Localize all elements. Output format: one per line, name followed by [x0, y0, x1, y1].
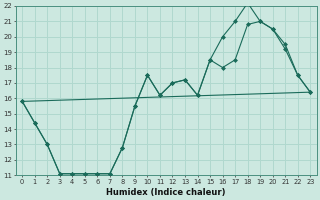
X-axis label: Humidex (Indice chaleur): Humidex (Indice chaleur)	[107, 188, 226, 197]
